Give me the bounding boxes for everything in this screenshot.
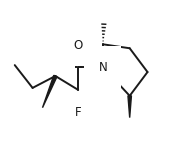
Polygon shape: [42, 75, 57, 108]
Text: N: N: [98, 61, 107, 74]
Text: O: O: [74, 39, 83, 52]
Polygon shape: [128, 96, 131, 118]
Text: F: F: [75, 106, 81, 119]
